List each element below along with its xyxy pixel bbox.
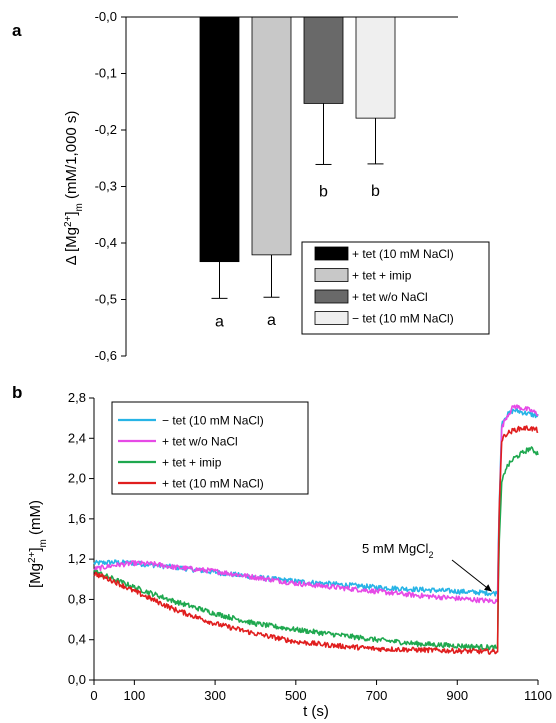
panel-a-y-ticks: -0,0 -0,1 -0,2 -0,3 -0,4 -0,5 -0,6 — [95, 9, 126, 363]
panel-a-legend-swatch — [314, 268, 349, 282]
panel-b-y-tick-label: 2,4 — [68, 430, 86, 445]
panel-b-series-line — [93, 446, 539, 651]
panel-b-legend-label: + tet w/o NaCl — [162, 435, 238, 449]
panel-a-y-tick-label: -0,0 — [95, 9, 117, 24]
panel-b-y-ticks: 0,0 0,4 0,8 1,2 1,6 2,0 2,4 2,8 — [68, 390, 94, 687]
panel-a-legend-label: + tet w/o NaCl — [352, 290, 428, 304]
panel-b-x-tick-label: 900 — [446, 688, 468, 703]
panel-a-bars — [199, 16, 396, 263]
panel-a-label: a — [12, 21, 22, 40]
mgcl2-annotation-arrowhead — [483, 584, 492, 592]
mgcl2-annotation-text: 5 mM MgCl2 — [362, 541, 433, 560]
panel-b-y-tick-label: 0,4 — [68, 632, 86, 647]
panel-b-x-ticks: 0 100 300 500 700 900 1100 — [90, 680, 552, 703]
panel-a-error-bars — [211, 103, 384, 299]
panel-b-x-tick-label: 1100 — [524, 688, 552, 703]
panel-b-x-axis-title: t (s) — [303, 703, 329, 720]
panel-a-y-tick-label: -0,6 — [95, 348, 117, 363]
panel-b-legend-label: − tet (10 mM NaCl) — [162, 414, 264, 428]
panel-b-legend-box — [111, 401, 309, 495]
panel-a-bar — [303, 16, 344, 104]
panel-b-label: b — [12, 383, 22, 402]
panel-b-y-tick-label: 2,8 — [68, 390, 86, 405]
panel-a-legend-swatch — [314, 311, 349, 325]
panel-b-series-lines — [93, 404, 539, 655]
panel-b-x-tick-label: 0 — [90, 688, 97, 703]
panel-a-y-tick-label: -0,3 — [95, 179, 117, 194]
panel-a-significance-letters: a a b b — [215, 183, 380, 330]
panel-a-y-axis-title: Δ [Mg2+]m (mM/1,000 s) — [63, 111, 85, 266]
panel-a-bar — [199, 16, 240, 263]
mgcl2-annotation-arrow — [451, 559, 492, 592]
panel-b-legend: − tet (10 mM NaCl) + tet w/o NaCl + tet + … — [111, 401, 309, 495]
panel-a-y-tick-label: -0,4 — [95, 235, 117, 250]
panel-a-legend-label: − tet (10 mM NaCl) — [352, 312, 454, 326]
panel-b-x-tick-label: 700 — [366, 688, 388, 703]
panel-b-x-tick-label: 100 — [124, 688, 146, 703]
panel-a-significance-letter: a — [215, 313, 224, 330]
panel-a-legend-swatch — [314, 246, 349, 261]
panel-a-legend-label: + tet (10 mM NaCl) — [352, 247, 454, 261]
panel-a-y-tick-label: -0,5 — [95, 292, 117, 307]
panel-a-significance-letter: b — [319, 183, 328, 200]
panel-a-y-tick-label: -0,2 — [95, 122, 117, 137]
panel-b-y-tick-label: 0,8 — [68, 591, 86, 606]
panel-a: a -0,0 -0,1 -0,2 -0,3 -0,4 -0,5 -0,6 a a b b Δ [M… — [12, 9, 490, 363]
panel-b-legend-label: + tet (10 mM NaCl) — [162, 477, 264, 491]
panel-b-series-line — [93, 425, 539, 655]
panel-a-legend-swatch — [314, 289, 349, 304]
panel-b-x-tick-label: 500 — [285, 688, 307, 703]
panel-a-legend-label: + tet + imip — [352, 269, 412, 283]
panel-b-y-axis-title: [Mg2+]m (mM) — [27, 500, 49, 588]
panel-a-bar — [355, 16, 396, 119]
panel-a-y-tick-label: -0,1 — [95, 66, 117, 81]
panel-b-y-tick-label: 0,0 — [68, 672, 86, 687]
panel-b-x-tick-label: 300 — [204, 688, 226, 703]
panel-b-y-tick-label: 1,2 — [68, 551, 86, 566]
panel-a-significance-letter: a — [267, 312, 276, 329]
panel-b-series-line — [93, 404, 539, 605]
panel-a-legend: + tet (10 mM NaCl) + tet + imip + tet w/o … — [301, 241, 490, 335]
panel-b: b 0,0 0,4 0,8 1,2 1,6 2,0 2,4 2,8 0 100 300 500 700… — [12, 383, 552, 720]
panel-b-annotation: 5 mM MgCl2 — [362, 541, 492, 592]
panel-a-significance-letter: b — [371, 183, 380, 200]
panel-a-bar — [251, 16, 292, 256]
panel-b-y-tick-label: 2,0 — [68, 471, 86, 486]
panel-b-legend-label: + tet + imip — [162, 456, 222, 470]
panel-b-y-tick-label: 1,6 — [68, 511, 86, 526]
